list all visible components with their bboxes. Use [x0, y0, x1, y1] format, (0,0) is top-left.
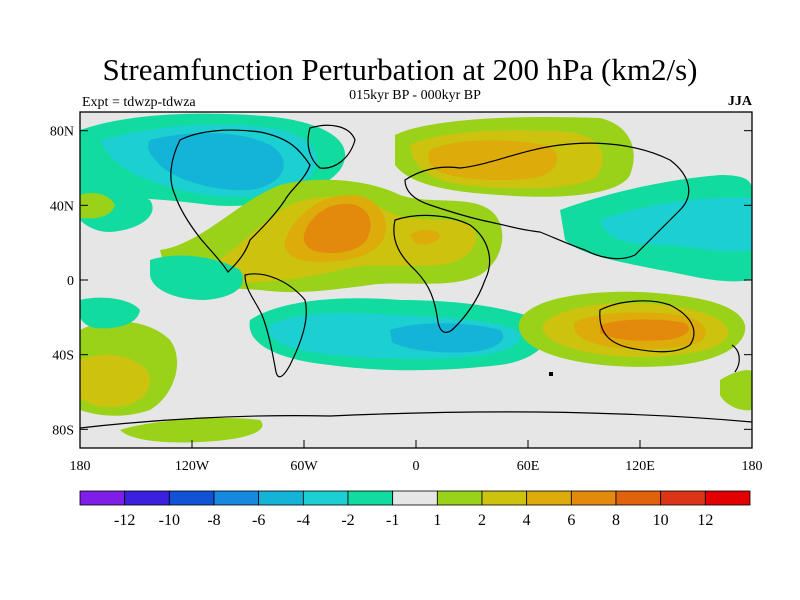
- colorbar-swatch: [347, 490, 394, 506]
- colorbar-label: -4: [297, 512, 310, 529]
- plot-area: [80, 112, 752, 448]
- colorbar-label: 4: [523, 512, 531, 529]
- contour-region: [148, 133, 284, 191]
- figure-title: Streamfunction Perturbation at 200 hPa (…: [102, 52, 698, 87]
- contour-region: [600, 197, 752, 252]
- colorbar-label: -1: [386, 512, 399, 529]
- colorbar-swatch: [168, 490, 215, 506]
- lon-tick-label: 0: [413, 459, 420, 474]
- contour-region: [390, 323, 504, 353]
- colorbar-swatch: [258, 490, 304, 506]
- colorbar-swatch: [213, 490, 260, 506]
- lon-tick-label: 120E: [625, 459, 655, 474]
- colorbar-swatch: [570, 490, 617, 506]
- colorbar-label: 12: [697, 512, 713, 529]
- lat-tick-label: 80N: [50, 125, 74, 140]
- contour-region: [150, 255, 244, 300]
- contour-region: [720, 370, 752, 411]
- latitude-axis: 80N 40N 0 40S 80S: [50, 125, 752, 438]
- contour-region: [428, 140, 558, 180]
- season-label: JJA: [727, 94, 752, 109]
- figure-subtitle: 015kyr BP - 000kyr BP: [349, 88, 481, 103]
- contour-region: [80, 193, 115, 219]
- lat-tick-label: 80S: [52, 423, 74, 438]
- contour-region: [600, 319, 689, 341]
- marker-dot: [549, 372, 553, 376]
- colorbar-label: -10: [159, 512, 180, 529]
- coastline-eurasia: [404, 142, 690, 260]
- coastline-north-america: [170, 129, 311, 273]
- contour-fills: [80, 113, 752, 443]
- lat-tick-label: 0: [67, 274, 74, 289]
- contour-region: [80, 297, 140, 329]
- colorbar-swatch: [302, 490, 349, 506]
- colorbar-label: 1: [433, 512, 441, 529]
- colorbar-swatch: [615, 490, 662, 506]
- contour-region: [120, 418, 263, 443]
- coastline-antarctica: [80, 411, 752, 429]
- colorbar-label: 8: [612, 512, 620, 529]
- colorbar-label: 6: [567, 512, 575, 529]
- colorbar-label: -2: [341, 512, 354, 529]
- lat-tick-label: 40N: [50, 199, 74, 214]
- colorbar-swatch: [526, 490, 572, 506]
- contour-region: [80, 354, 150, 408]
- colorbar-swatch: [481, 490, 528, 506]
- colorbar-label: -6: [252, 512, 265, 529]
- coastlines: [80, 124, 752, 429]
- colorbar-swatch: [79, 490, 126, 506]
- colorbar-label: 10: [653, 512, 669, 529]
- lon-tick-label: 120W: [175, 459, 210, 474]
- colorbar-swatch: [436, 490, 483, 506]
- coastline-south-america: [244, 273, 307, 378]
- colorbar-swatch: [124, 490, 170, 506]
- colorbar-label: -8: [207, 512, 220, 529]
- coastline-new-zealand: [731, 344, 740, 373]
- colorbar-label: 2: [478, 512, 486, 529]
- coastline-africa: [393, 214, 491, 333]
- lon-tick-label: 180: [70, 459, 91, 474]
- contour-region: [303, 203, 371, 254]
- experiment-label: Expt = tdwzp-tdwza: [82, 95, 196, 110]
- coastline-australia: [599, 300, 695, 353]
- lon-tick-label: 180: [742, 459, 763, 474]
- colorbar-swatch: [392, 490, 438, 506]
- colorbar-label: -12: [114, 512, 135, 529]
- colorbar-swatch: [704, 490, 751, 506]
- contour-region: [410, 229, 440, 245]
- longitude-axis: 180 120W 60W 0 60E 120E 180: [70, 440, 763, 474]
- lon-tick-label: 60W: [290, 459, 318, 474]
- colorbar: -12 -10 -8 -6 -4 -2 -1 1 2 4 6 8 10 12: [79, 490, 751, 529]
- colorbar-swatch: [660, 490, 706, 506]
- lon-tick-label: 60E: [517, 459, 540, 474]
- coastline-greenland: [307, 124, 356, 169]
- lat-tick-label: 40S: [52, 349, 74, 364]
